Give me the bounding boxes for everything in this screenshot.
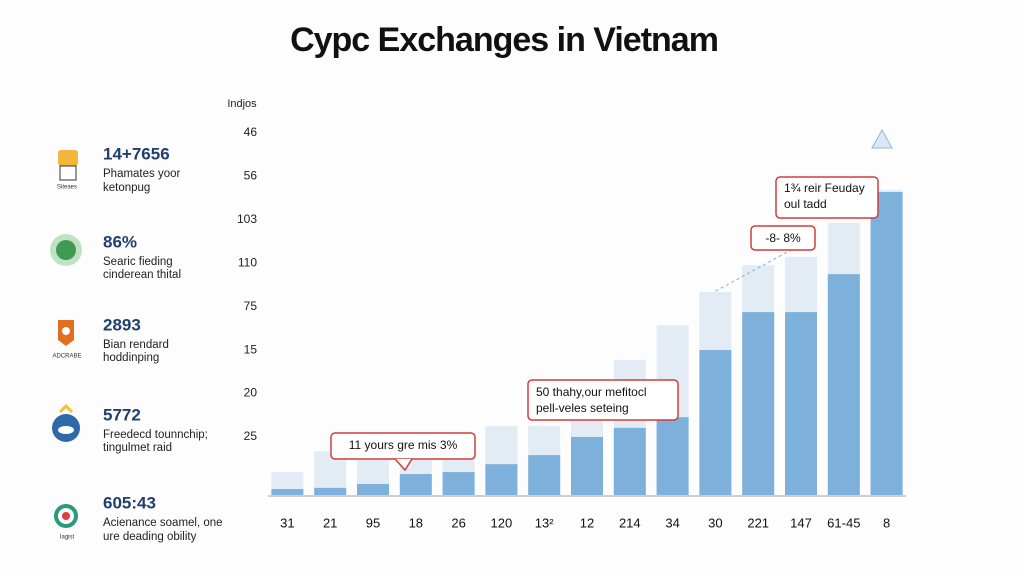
callout [527,379,679,421]
callout-pointer [394,458,413,472]
y-axis-label: Indjos [227,98,257,110]
x-tick-label: 95 [366,515,380,530]
stat-text: Freedecd tounnchip; [103,429,208,441]
bar [699,350,732,495]
annotation: 1¾ reir Feuday [784,181,865,195]
x-tick-label: 30 [708,515,722,530]
annotation: oul tadd [784,197,827,211]
x-tick-label: 120 [491,515,513,530]
icon-caption: Iagist [60,535,75,541]
bar [785,312,817,495]
y-tick-label: 46 [244,125,258,139]
bar [870,192,903,495]
stat-number: 14+7656 [103,144,170,163]
icon [58,320,74,346]
stat-text: Searic fieding [103,256,173,268]
y-tick-label: 75 [244,299,258,313]
icon [58,150,78,181]
x-tick-label: 26 [451,515,465,530]
bar [528,455,561,495]
annotation: pell-veles seteing [536,401,629,415]
chart-title: Cypc Exchanges in Vietnam [290,21,718,59]
x-tick-label: 214 [619,515,641,530]
decoration [871,128,893,149]
x-tick-label: 8 [883,515,890,530]
stat-text: ure deading obility [103,531,197,543]
icon [52,403,80,442]
bar [271,489,304,495]
x-tick-label: 221 [747,515,769,530]
x-tick-label: 12 [580,515,594,530]
y-tick-label: 25 [244,429,258,443]
x-tick-label: 21 [323,515,337,530]
bar [742,312,775,495]
stat-number: 605:43 [103,493,156,512]
annotation: -8- 8% [765,231,801,245]
y-tick-label: 20 [244,386,258,400]
x-tick-label: 31 [280,515,294,530]
x-tick-label: 13² [535,515,554,530]
icon [54,504,78,528]
annotation: 11 yours gre mis 3% [349,438,458,452]
bar [399,474,432,495]
y-tick-label: 103 [237,212,257,226]
bar [357,483,389,495]
stat-text: hoddinping [103,352,159,364]
bar [485,464,518,495]
bar [571,436,603,495]
stat-text: tingulmet raid [103,442,172,454]
y-tick-label: 110 [238,255,257,269]
icon [50,234,82,266]
bar [827,274,860,495]
bar [656,417,689,495]
x-tick-label: 147 [790,515,812,530]
callout [750,225,816,251]
bar [442,472,475,495]
bar [613,427,646,495]
stat-text: Acienance soamel, one [103,517,223,529]
y-tick-label: 56 [244,169,258,183]
icon-caption: ADCRABE [52,354,81,360]
annotation: 50 thahy,our mefitocl [536,385,647,399]
x-tick-label: 34 [665,515,679,530]
stat-number: 2893 [103,315,141,334]
bar [314,487,347,495]
stat-number: 86% [103,232,137,251]
stat-text: Phamates yoor [103,168,181,180]
icon-caption: Siteaes [57,185,77,191]
plot [271,190,903,495]
x-tick-label: 61-45 [827,515,860,530]
stat-number: 5772 [103,405,141,424]
y-tick-label: 15 [244,342,258,356]
stat-text: ketonpug [103,182,150,194]
stat-text: Bian rendard [103,339,169,351]
callout [775,176,879,219]
x-tick-label: 18 [409,515,423,530]
stat-text: cinderean thital [103,269,181,281]
